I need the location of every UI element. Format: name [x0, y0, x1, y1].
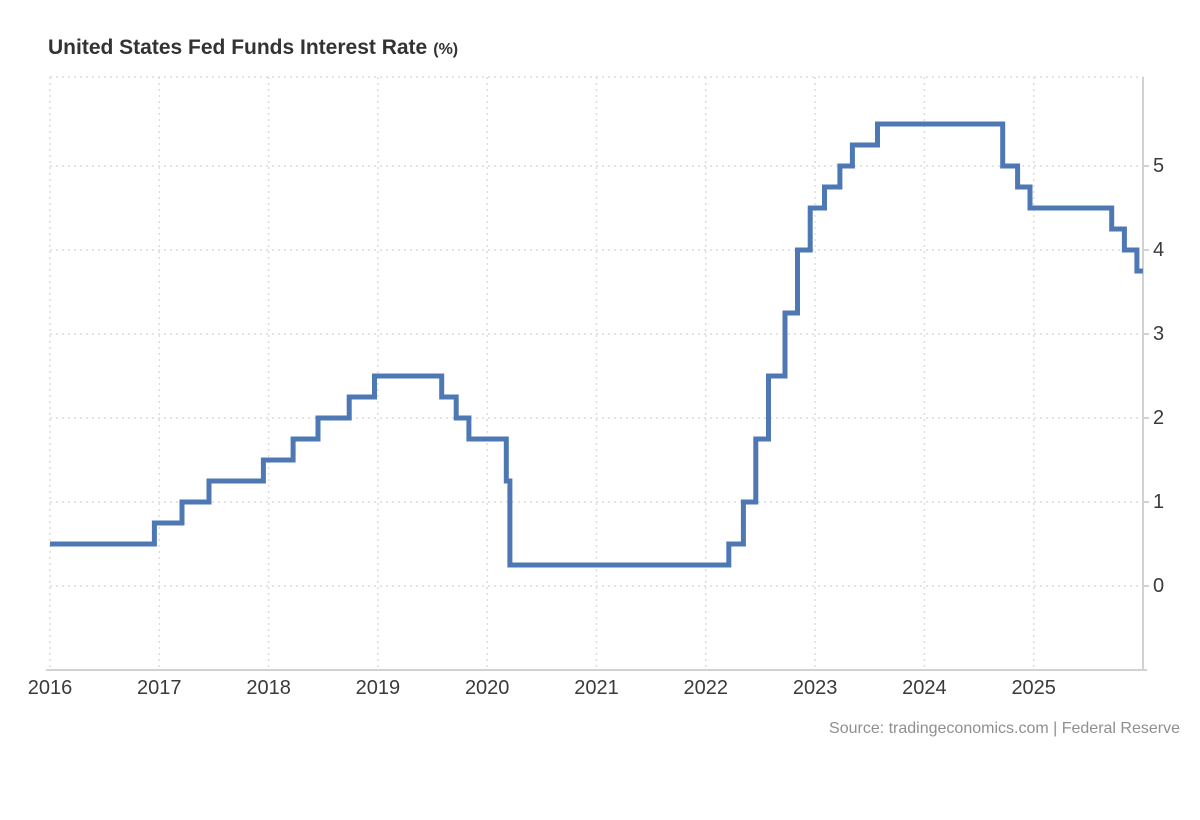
chart-title-text: United States Fed Funds Interest Rate — [48, 36, 428, 59]
x-tick-label-2023: 2023 — [792, 677, 838, 699]
x-tick-label-2022: 2022 — [683, 677, 729, 699]
x-tick-label-2019: 2019 — [355, 677, 401, 699]
y-tick-label-1: 1 — [1153, 491, 1165, 513]
x-tick-label-2016: 2016 — [27, 677, 73, 699]
y-tick-label-2: 2 — [1153, 407, 1165, 429]
source-attribution: Source: tradingeconomics.com | Federal R… — [829, 720, 1180, 737]
rate-step-line — [50, 121, 1143, 568]
chart-title-unit: (%) — [433, 41, 459, 58]
chart-title: United States Fed Funds Interest Rate (%) — [48, 36, 458, 60]
y-tick-label-5: 5 — [1153, 155, 1165, 177]
x-tick-label-2018: 2018 — [246, 677, 291, 699]
x-tick-label-2020: 2020 — [464, 677, 510, 699]
x-tick-label-2025: 2025 — [1011, 677, 1056, 699]
x-tick-label-2024: 2024 — [902, 677, 947, 699]
y-tick-label-4: 4 — [1153, 239, 1165, 261]
x-tick-label-2017: 2017 — [137, 677, 182, 699]
y-tick-label-0: 0 — [1153, 575, 1165, 597]
y-tick-label-3: 3 — [1153, 323, 1165, 345]
x-tick-label-2021: 2021 — [574, 677, 619, 699]
